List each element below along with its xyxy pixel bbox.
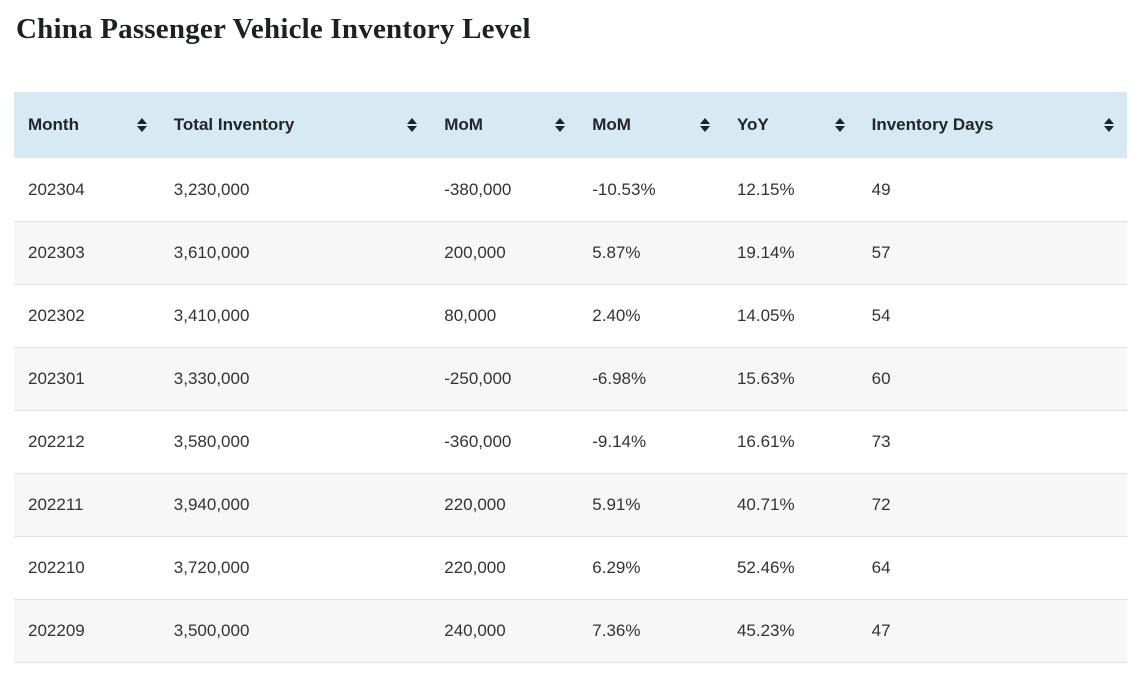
table-row: 202304 3,230,000 -380,000 -10.53% 12.15% 49: [14, 158, 1127, 222]
cell-inventory-days: 60: [871, 368, 891, 388]
cell-mom-change: 220,000: [444, 494, 506, 514]
cell-mom-percent: 5.91%: [592, 494, 641, 514]
cell-mom-change: -360,000: [444, 431, 512, 451]
cell-month: 202304: [28, 179, 85, 199]
table-row: 202212 3,580,000 -360,000 -9.14% 16.61% 73: [14, 410, 1127, 474]
cell-mom-change: -380,000: [444, 179, 512, 199]
table-row: 202211 3,940,000 220,000 5.91% 40.71% 72: [14, 473, 1127, 537]
sort-up-arrow-icon: [1104, 118, 1114, 125]
table-header-row: Month Total Inventory MoM MoM: [14, 92, 1127, 159]
cell-total-inventory: 3,720,000: [173, 557, 250, 577]
sort-icon: [136, 118, 147, 133]
sort-up-arrow-icon: [699, 118, 710, 125]
sort-down-arrow-icon: [1104, 126, 1114, 133]
column-header-inventory-days[interactable]: Inventory Days: [857, 92, 1127, 159]
cell-month: 202302: [28, 305, 85, 325]
cell-month: 202301: [28, 368, 85, 388]
cell-yoy-percent: 52.46%: [736, 557, 795, 577]
table-row: 202210 3,720,000 220,000 6.29% 52.46% 64: [14, 536, 1127, 600]
cell-mom-percent: -6.98%: [592, 368, 647, 388]
sort-icon: [834, 118, 845, 133]
cell-inventory-days: 57: [871, 242, 891, 262]
column-header-total-inventory[interactable]: Total Inventory: [159, 92, 431, 159]
cell-total-inventory: 3,940,000: [173, 494, 250, 514]
column-label: Month: [28, 115, 79, 135]
sort-icon: [407, 118, 418, 133]
sort-up-arrow-icon: [407, 118, 418, 125]
cell-yoy-percent: 16.61%: [736, 431, 795, 451]
cell-inventory-days: 47: [871, 620, 891, 640]
sort-down-arrow-icon: [407, 126, 418, 133]
cell-mom-change: 220,000: [444, 557, 506, 577]
page: China Passenger Vehicle Inventory Level …: [0, 13, 1133, 663]
cell-mom-change: 80,000: [444, 305, 497, 325]
cell-month: 202212: [28, 431, 85, 451]
cell-total-inventory: 3,610,000: [173, 242, 250, 262]
cell-month: 202210: [28, 557, 85, 577]
cell-month: 202211: [28, 494, 84, 514]
column-label: MoM: [592, 115, 631, 135]
cell-yoy-percent: 12.15%: [736, 179, 795, 199]
cell-mom-change: 200,000: [444, 242, 506, 262]
column-label: Inventory Days: [871, 115, 994, 135]
cell-mom-percent: 5.87%: [592, 242, 641, 262]
cell-inventory-days: 64: [871, 557, 891, 577]
sort-down-arrow-icon: [699, 126, 710, 133]
cell-total-inventory: 3,230,000: [173, 179, 250, 199]
cell-inventory-days: 49: [871, 179, 891, 199]
cell-mom-percent: -10.53%: [592, 179, 656, 199]
sort-icon: [555, 118, 566, 133]
sort-up-arrow-icon: [136, 118, 147, 125]
column-header-mom-change[interactable]: MoM: [430, 92, 579, 159]
page-title: China Passenger Vehicle Inventory Level: [16, 13, 531, 45]
sort-icon: [1104, 118, 1114, 133]
cell-total-inventory: 3,410,000: [173, 305, 250, 325]
cell-yoy-percent: 19.14%: [736, 242, 795, 262]
table-row: 202209 3,500,000 240,000 7.36% 45.23% 47: [14, 599, 1127, 663]
column-label: YoY: [736, 115, 769, 135]
sort-down-arrow-icon: [834, 126, 845, 133]
table-header: Month Total Inventory MoM MoM: [14, 92, 1127, 159]
cell-mom-percent: 6.29%: [592, 557, 641, 577]
cell-yoy-percent: 15.63%: [736, 368, 795, 388]
sort-down-arrow-icon: [555, 126, 566, 133]
column-header-mom-percent[interactable]: MoM: [578, 92, 723, 159]
table-row: 202302 3,410,000 80,000 2.40% 14.05% 54: [14, 284, 1127, 348]
sort-up-arrow-icon: [555, 118, 566, 125]
cell-month: 202303: [28, 242, 85, 262]
cell-yoy-percent: 14.05%: [736, 305, 795, 325]
cell-yoy-percent: 40.71%: [736, 494, 795, 514]
column-header-yoy-percent[interactable]: YoY: [722, 92, 858, 159]
column-label: MoM: [444, 115, 483, 135]
column-label: Total Inventory: [173, 115, 295, 135]
cell-inventory-days: 72: [871, 494, 891, 514]
cell-mom-change: 240,000: [444, 620, 506, 640]
cell-mom-percent: -9.14%: [592, 431, 647, 451]
table-row: 202303 3,610,000 200,000 5.87% 19.14% 57: [14, 221, 1127, 285]
sort-down-arrow-icon: [136, 126, 147, 133]
cell-month: 202209: [28, 620, 85, 640]
cell-inventory-days: 54: [871, 305, 891, 325]
cell-mom-percent: 7.36%: [592, 620, 641, 640]
cell-mom-change: -250,000: [444, 368, 512, 388]
inventory-table: Month Total Inventory MoM MoM: [14, 92, 1127, 663]
table-body: 202304 3,230,000 -380,000 -10.53% 12.15% 49 20…: [14, 158, 1127, 663]
cell-total-inventory: 3,580,000: [173, 431, 250, 451]
cell-inventory-days: 73: [871, 431, 891, 451]
cell-mom-percent: 2.40%: [592, 305, 641, 325]
cell-total-inventory: 3,330,000: [173, 368, 250, 388]
table-row: 202301 3,330,000 -250,000 -6.98% 15.63% 60: [14, 347, 1127, 411]
cell-yoy-percent: 45.23%: [736, 620, 795, 640]
sort-up-arrow-icon: [834, 118, 845, 125]
sort-icon: [699, 118, 710, 133]
cell-total-inventory: 3,500,000: [173, 620, 250, 640]
column-header-month[interactable]: Month: [14, 92, 160, 159]
